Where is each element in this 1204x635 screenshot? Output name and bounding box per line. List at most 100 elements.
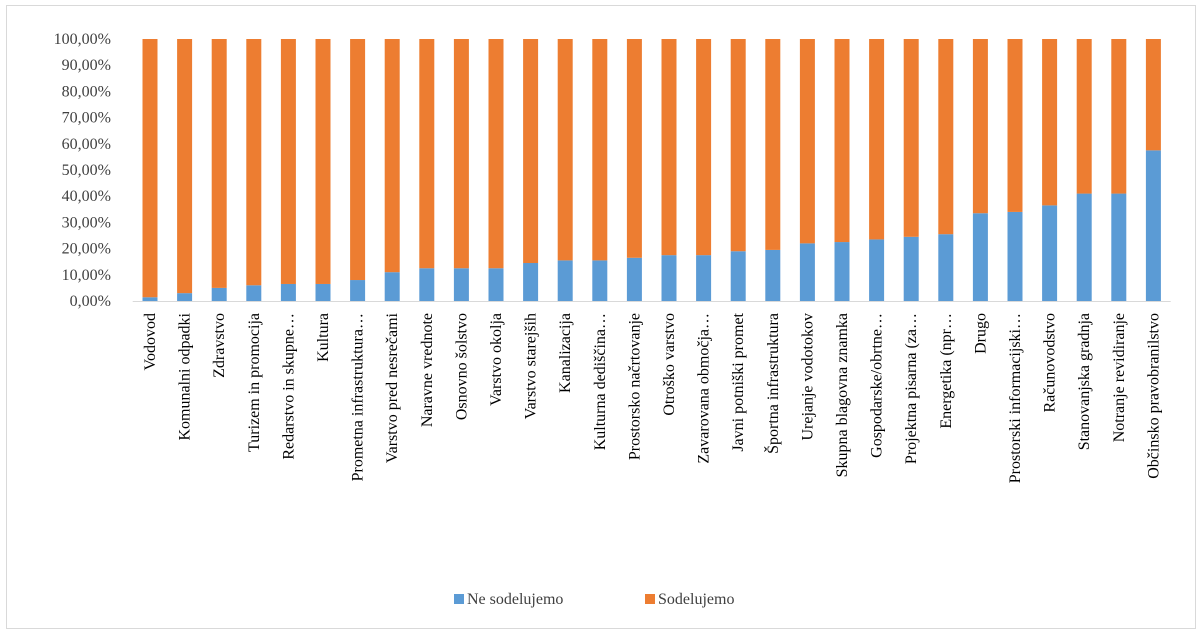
x-category-label: Kanalizacija	[557, 313, 574, 393]
bar-ne-sodelujemo	[869, 239, 885, 301]
bar-sodelujemo	[453, 39, 469, 269]
bar-ne-sodelujemo	[903, 236, 919, 301]
bar-sodelujemo	[626, 39, 642, 258]
y-tick-label: 60,00%	[62, 136, 111, 153]
x-category-label: Stanovanjska gradnja	[1076, 313, 1093, 450]
bar-sodelujemo	[142, 39, 158, 298]
x-category-label: Občinsko pravobranilstvo	[1145, 313, 1162, 479]
bar-ne-sodelujemo	[696, 255, 712, 301]
legend: Ne sodelujemo Sodelujemo	[454, 591, 734, 608]
bar-sodelujemo	[1042, 39, 1058, 206]
x-category-label: Prostorski informacijski…	[1007, 313, 1024, 483]
bar-ne-sodelujemo	[765, 249, 781, 301]
bar-sodelujemo	[557, 39, 573, 261]
x-category-label: Skupna blagovna znamka	[834, 313, 851, 477]
y-tick-label: 20,00%	[62, 241, 111, 258]
bar-ne-sodelujemo	[1145, 150, 1161, 301]
x-category-label: Naravne vrednote	[419, 313, 436, 427]
bar-ne-sodelujemo	[523, 263, 539, 301]
x-category-label: Gospodarske/obrtne…	[869, 313, 886, 458]
bar-ne-sodelujemo	[592, 260, 608, 301]
bar-sodelujemo	[177, 39, 193, 294]
x-category-label: Prometna infrastruktura…	[350, 313, 367, 481]
x-category-label: Turizem in promocija	[246, 313, 263, 452]
bar-sodelujemo	[869, 39, 885, 240]
bar-sodelujemo	[280, 39, 296, 284]
bar-ne-sodelujemo	[661, 255, 677, 301]
y-tick-label: 10,00%	[62, 267, 111, 284]
legend-swatch	[454, 594, 464, 604]
bars	[132, 39, 1171, 302]
bar-sodelujemo	[315, 39, 331, 284]
bar-sodelujemo	[696, 39, 712, 256]
x-category-label: Notranje revidiranje	[1111, 313, 1128, 442]
bar-ne-sodelujemo	[834, 242, 850, 301]
bar-sodelujemo	[1007, 39, 1023, 212]
bar-ne-sodelujemo	[972, 213, 988, 301]
x-category-label: Redarstvo in skupne…	[280, 313, 297, 460]
x-category-label: Drugo	[972, 313, 989, 354]
y-tick-label: 100,00%	[54, 31, 111, 48]
bar-sodelujemo	[834, 39, 850, 243]
x-axis-labels: Vodovod Komunalni odpadki Zdravstvo Turizem…	[142, 312, 1162, 483]
bar-sodelujemo	[246, 39, 262, 286]
bar-sodelujemo	[938, 39, 954, 235]
y-tick-label: 70,00%	[62, 110, 111, 127]
bar-sodelujemo	[1076, 39, 1092, 194]
y-tick-label: 90,00%	[62, 57, 111, 74]
bar-ne-sodelujemo	[626, 257, 642, 301]
x-category-label: Športna infrastruktura	[763, 313, 782, 454]
bar-ne-sodelujemo	[730, 251, 746, 301]
x-category-label: Kultura	[315, 313, 332, 362]
bar-ne-sodelujemo	[384, 272, 400, 301]
bar-ne-sodelujemo	[280, 283, 296, 301]
x-category-label: Energetika (npr…	[938, 313, 955, 429]
bar-sodelujemo	[419, 39, 435, 269]
bar-ne-sodelujemo	[350, 280, 366, 301]
bar-ne-sodelujemo	[1007, 211, 1023, 301]
y-tick-label: 80,00%	[62, 83, 111, 100]
x-category-label: Komunalni odpadki	[177, 312, 194, 440]
x-category-label: Projektna pisarna (za…	[903, 313, 920, 464]
x-category-label: Prostorsko načrtovanje	[626, 313, 643, 460]
bar-sodelujemo	[592, 39, 608, 261]
x-category-label: Osnovno šolstvo	[453, 313, 470, 420]
bar-sodelujemo	[799, 39, 815, 244]
bar-sodelujemo	[384, 39, 400, 273]
bar-ne-sodelujemo	[419, 268, 435, 301]
y-tick-label: 0,00%	[70, 293, 111, 310]
bar-ne-sodelujemo	[246, 285, 262, 301]
x-category-label: Zavarovana območja…	[696, 313, 713, 464]
x-category-label: Računovodstvo	[1042, 313, 1059, 413]
bar-ne-sodelujemo	[177, 293, 193, 301]
bar-sodelujemo	[211, 39, 227, 288]
bar-ne-sodelujemo	[1042, 205, 1058, 301]
x-category-label: Zdravstvo	[211, 313, 228, 378]
bar-sodelujemo	[972, 39, 988, 214]
bar-sodelujemo	[1111, 39, 1127, 194]
bar-ne-sodelujemo	[799, 243, 815, 301]
y-tick-label: 30,00%	[62, 214, 111, 231]
legend-label: Sodelujemo	[658, 591, 734, 608]
bar-sodelujemo	[488, 39, 504, 269]
bar-sodelujemo	[1145, 39, 1161, 151]
x-category-label: Otroško varstvo	[661, 313, 678, 416]
x-category-label: Vodovod	[142, 313, 159, 371]
x-category-label: Javni potniški promet	[730, 312, 747, 451]
bar-sodelujemo	[350, 39, 366, 281]
y-axis: 0,00% 10,00% 20,00% 30,00% 40,00% 50,00% 60,00…	[54, 31, 111, 310]
bar-ne-sodelujemo	[453, 268, 469, 301]
legend-label: Ne sodelujemo	[467, 591, 563, 608]
x-category-label: Kulturna dediščina…	[592, 313, 609, 450]
bar-sodelujemo	[903, 39, 919, 237]
bar-sodelujemo	[523, 39, 539, 264]
bar-ne-sodelujemo	[938, 234, 954, 301]
bar-ne-sodelujemo	[1076, 193, 1092, 301]
bar-sodelujemo	[661, 39, 677, 256]
bar-ne-sodelujemo	[211, 287, 227, 301]
bar-ne-sodelujemo	[557, 260, 573, 301]
bar-sodelujemo	[765, 39, 781, 250]
x-category-label: Varstvo pred nesrečami	[384, 312, 401, 463]
x-category-label: Urejanje vodotokov	[799, 313, 816, 441]
